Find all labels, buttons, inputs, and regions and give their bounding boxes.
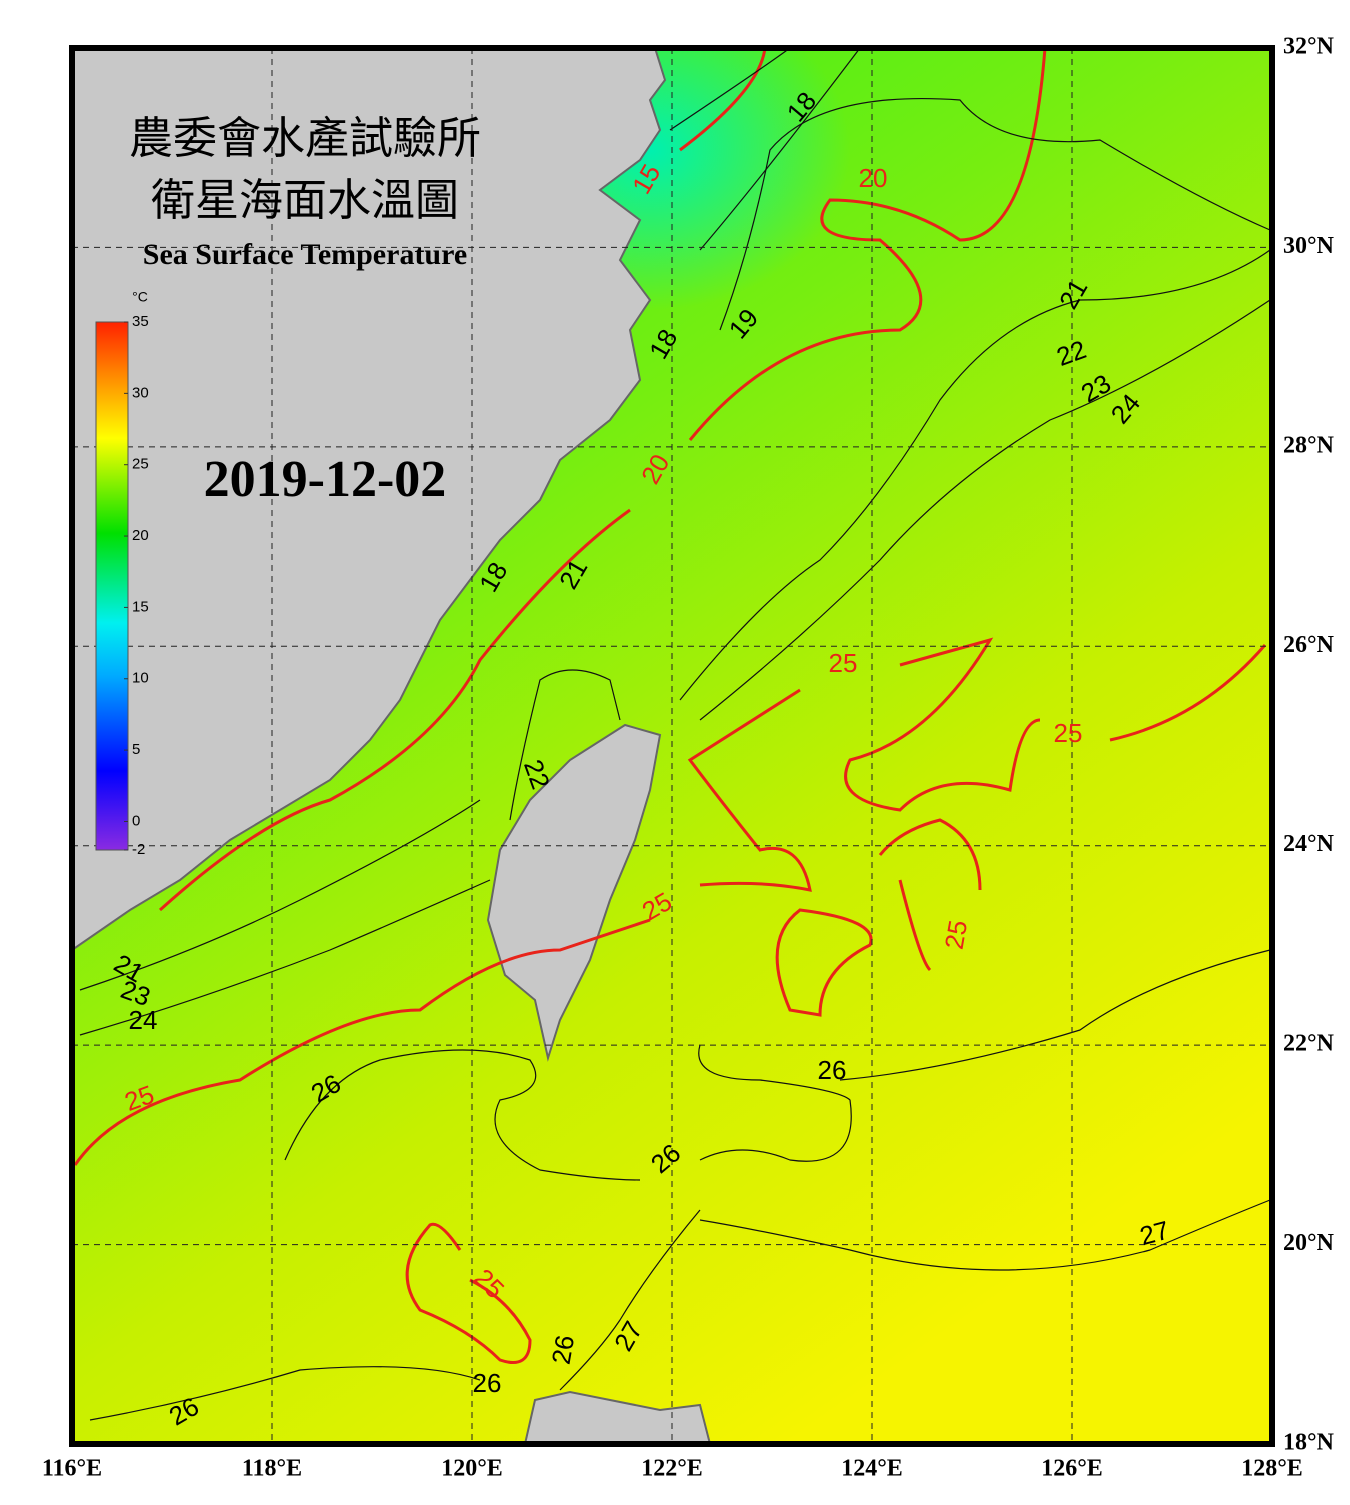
contour-label: 26 <box>473 1368 502 1398</box>
colorbar-tick-label: 0 <box>132 812 140 829</box>
lon-tick-label: 118°E <box>242 1456 302 1482</box>
lat-tick-label: 22°N <box>1283 1031 1335 1057</box>
colorbar-tick-label: 15 <box>132 598 149 615</box>
date: 2019-12-02 <box>204 451 447 508</box>
contour-label: 26 <box>818 1055 847 1085</box>
colorbar-tick-label: 35 <box>132 313 149 330</box>
title-en: Sea Surface Temperature <box>143 238 467 271</box>
contour-label: 24 <box>129 1005 158 1035</box>
colorbar-tick-label: 5 <box>132 741 140 758</box>
title-zh: 農委會水產試驗所 <box>129 114 481 163</box>
contours-black <box>79 48 1271 1421</box>
lat-tick-label: 18°N <box>1283 1430 1335 1456</box>
taiwan <box>486 723 662 1062</box>
lat-tick-label: 20°N <box>1283 1230 1335 1256</box>
contour-label: 26 <box>546 1333 581 1367</box>
lat-tick-label: 32°N <box>1283 34 1335 60</box>
contours-red <box>73 48 1267 1364</box>
lat-tick-label: 26°N <box>1283 632 1335 658</box>
lat-tick-label: 30°N <box>1283 233 1335 259</box>
colorbar-tick-label: 20 <box>132 527 149 544</box>
colorbar-tick-label: 10 <box>132 670 149 687</box>
lon-tick-label: 116°E <box>42 1456 102 1482</box>
mainland <box>72 48 667 952</box>
lon-tick-label: 122°E <box>641 1456 703 1482</box>
luzon <box>523 1390 712 1444</box>
lon-tick-label: 126°E <box>1041 1456 1103 1482</box>
lon-tick-label: 124°E <box>841 1456 903 1482</box>
lon-tick-label: 120°E <box>441 1456 503 1482</box>
colorbar-tick-label: -2 <box>132 841 145 858</box>
colorbar-tick-label: 25 <box>132 456 149 473</box>
contour-label: 25 <box>939 918 974 952</box>
contour-label: 25 <box>1054 718 1083 748</box>
lon-tick-label: 128°E <box>1241 1456 1303 1482</box>
lat-tick-label: 28°N <box>1283 432 1335 458</box>
subtitle-zh: 衛星海面水溫圖 <box>151 176 459 225</box>
contour-label: 25 <box>829 648 858 678</box>
map-frame <box>69 45 1275 1447</box>
lat-tick-label: 24°N <box>1283 831 1335 857</box>
contour-label: 20 <box>859 163 888 193</box>
colorbar-unit: °C <box>132 289 148 305</box>
colorbar <box>95 321 129 851</box>
colorbar-tick-label: 30 <box>132 384 149 401</box>
